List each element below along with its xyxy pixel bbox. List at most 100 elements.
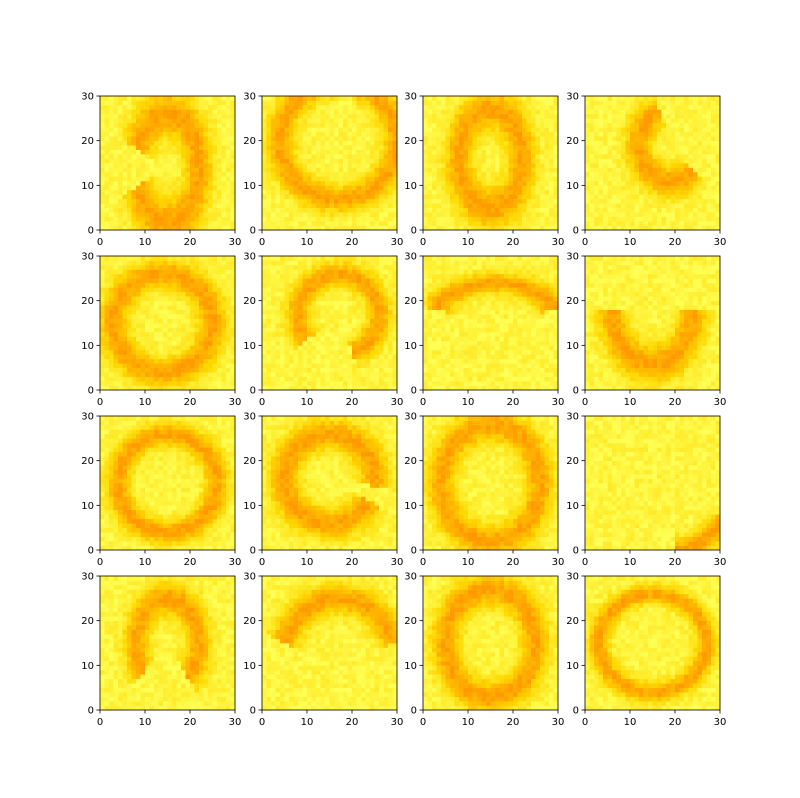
heatmap-cell [607, 167, 613, 173]
heatmap-cell [621, 180, 626, 186]
heatmap-cell [679, 96, 685, 101]
heatmap-cell [361, 198, 366, 204]
heatmap-cell [379, 154, 384, 159]
heatmap-cell [365, 180, 371, 186]
heatmap-cell [607, 96, 613, 101]
heatmap-cell [504, 127, 509, 133]
heatmap-cell [648, 127, 653, 133]
heatmap-cell [383, 336, 389, 342]
heatmap-cell [158, 367, 164, 373]
heatmap-cell [441, 185, 446, 191]
heatmap-cell [127, 349, 132, 355]
heatmap-cell [463, 180, 469, 186]
heatmap-cell [226, 323, 231, 328]
heatmap-cell [365, 100, 371, 106]
heatmap-cell [158, 349, 164, 355]
heatmap-cell [657, 158, 662, 164]
heatmap-cell [670, 198, 676, 204]
heatmap-cell [374, 216, 380, 222]
heatmap-cell [481, 109, 487, 115]
heatmap-cell [104, 158, 110, 164]
heatmap-cell [208, 118, 213, 124]
heatmap-cell [104, 318, 110, 324]
heatmap-cell [109, 207, 114, 213]
heatmap-cell [643, 118, 649, 124]
heatmap-cell [221, 194, 227, 200]
heatmap-cell [131, 340, 137, 346]
heatmap-cell [603, 113, 608, 119]
heatmap-cell [226, 221, 231, 226]
heatmap-cell [212, 282, 218, 288]
heatmap-cell [432, 122, 437, 128]
heatmap-cell [167, 376, 173, 382]
heatmap-cell [217, 136, 222, 142]
heatmap-cell [163, 189, 168, 195]
heatmap-cell [352, 122, 357, 128]
heatmap-cell [499, 207, 505, 213]
heatmap-cell [109, 300, 114, 306]
heatmap-cell [140, 225, 146, 231]
heatmap-cell [675, 225, 680, 231]
heatmap-cell [643, 207, 649, 213]
heatmap-cell [616, 154, 622, 159]
heatmap-cell [298, 118, 303, 124]
heatmap-cell [100, 198, 105, 204]
heatmap-cell [293, 331, 299, 337]
heatmap-cell [172, 318, 177, 324]
heatmap-cell [325, 154, 330, 159]
heatmap-cell [675, 113, 680, 119]
heatmap-cell [262, 327, 267, 333]
heatmap-cell [392, 167, 398, 173]
heatmap-cell [230, 273, 236, 279]
heatmap-cell [136, 309, 141, 315]
heatmap-cell [320, 154, 326, 159]
heatmap-cell [526, 194, 532, 200]
heatmap-cell [185, 282, 191, 288]
heatmap-cell [104, 314, 110, 319]
heatmap-cell [136, 287, 141, 293]
heatmap-cell [338, 96, 344, 101]
heatmap-cell [127, 185, 132, 191]
heatmap-cell [176, 149, 182, 155]
heatmap-cell [603, 189, 608, 195]
heatmap-cell [715, 194, 721, 200]
heatmap-cell [163, 376, 168, 382]
heatmap-cell [320, 354, 326, 360]
heatmap-cell [352, 212, 357, 217]
heatmap-cell [392, 140, 398, 146]
heatmap-cell [432, 127, 437, 133]
heatmap-cell [266, 180, 272, 186]
heatmap-cell [612, 221, 617, 226]
heatmap-cell [194, 354, 200, 360]
heatmap-cell [652, 225, 658, 231]
heatmap-cell [585, 163, 590, 168]
heatmap-cell [154, 189, 159, 195]
heatmap-cell [670, 149, 676, 155]
heatmap-cell [616, 180, 622, 186]
heatmap-cell [226, 376, 231, 382]
heatmap-cell [643, 212, 649, 217]
heatmap-cell [634, 104, 640, 110]
heatmap-cell [199, 180, 204, 186]
heatmap-cell [122, 327, 128, 333]
heatmap-cell [684, 100, 689, 106]
heatmap-cell [109, 140, 114, 146]
heatmap-cell [486, 216, 491, 222]
heatmap-cell [104, 358, 110, 364]
heatmap-cell [109, 345, 114, 351]
heatmap-cell [329, 354, 335, 360]
heatmap-cell [203, 376, 209, 382]
x-tick-label: 30 [229, 397, 242, 408]
heatmap-cell [702, 180, 707, 186]
heatmap-cell [486, 149, 491, 155]
heatmap-cell [432, 131, 437, 137]
heatmap-cell [230, 104, 236, 110]
heatmap-cell [158, 358, 164, 364]
heatmap-cell [154, 349, 159, 355]
heatmap-cell [499, 127, 505, 133]
heatmap-cell [441, 189, 446, 195]
heatmap-cell [702, 113, 707, 119]
heatmap-cell [118, 109, 123, 115]
heatmap-cell [445, 176, 451, 182]
heatmap-cell [118, 300, 123, 306]
